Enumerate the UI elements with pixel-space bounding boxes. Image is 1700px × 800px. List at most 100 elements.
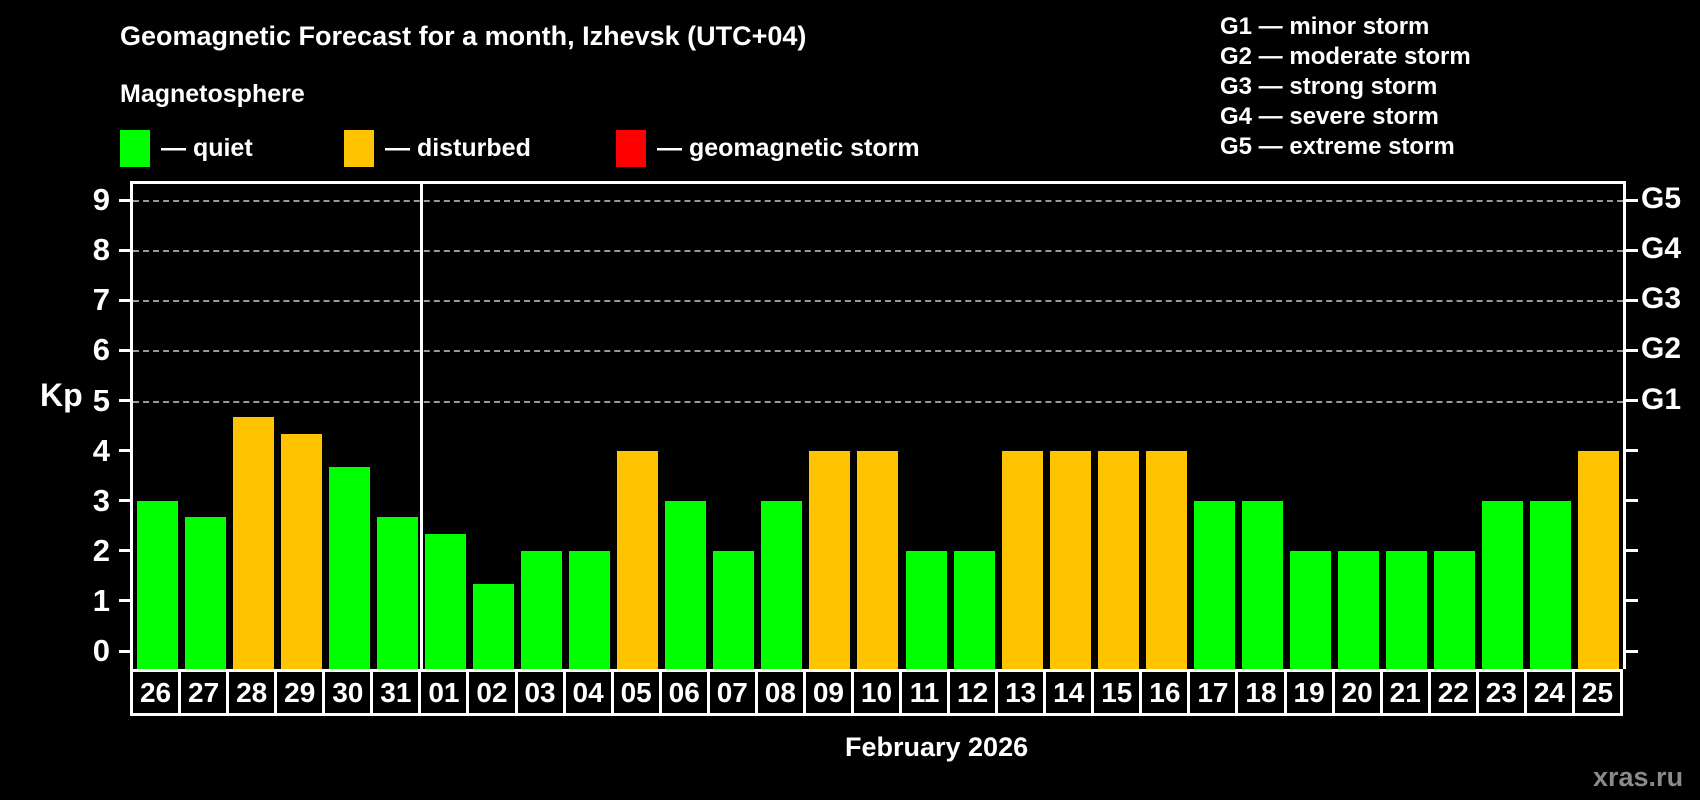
bar-day-05	[617, 450, 659, 669]
bar-day-01	[424, 534, 466, 669]
day-label-29: 29	[274, 669, 326, 716]
bar-day-02	[472, 584, 514, 669]
bar-day-18	[1241, 500, 1283, 669]
legend-label-storm: — geomagnetic storm	[657, 134, 920, 162]
y-tick-right-4	[1624, 449, 1638, 453]
y-tick-label-9: 9	[92, 182, 110, 218]
day-label-04: 04	[562, 669, 614, 716]
disturbed-swatch-icon	[344, 130, 374, 167]
g-axis-label-g4: G4	[1641, 232, 1682, 266]
chart-title: Geomagnetic Forecast for a month, Izhevs…	[120, 21, 807, 51]
bar-day-16	[1145, 450, 1187, 669]
bar-day-21	[1386, 550, 1428, 669]
g-axis-label-g5: G5	[1641, 182, 1682, 216]
y-tick-right-0	[1624, 649, 1638, 653]
legend-item-disturbed: — disturbed	[344, 130, 531, 167]
y-tick-left-9	[119, 198, 133, 202]
y-tick-right-8	[1624, 248, 1638, 252]
bar-day-14	[1049, 450, 1091, 669]
day-label-21: 21	[1379, 669, 1431, 716]
bar-day-10	[857, 450, 899, 669]
y-tick-right-5	[1624, 399, 1638, 402]
bar-day-15	[1097, 450, 1139, 669]
day-label-31: 31	[370, 669, 422, 716]
bar-day-24	[1530, 500, 1572, 669]
day-label-23: 23	[1475, 669, 1527, 716]
bar-day-06	[665, 500, 707, 669]
day-label-02: 02	[466, 669, 518, 716]
y-tick-left-2	[119, 549, 133, 553]
g-axis-label-g2: G2	[1641, 332, 1682, 366]
day-label-09: 09	[802, 669, 854, 716]
x-axis-label: February 2026	[845, 732, 1029, 762]
y-tick-label-8: 8	[92, 232, 110, 268]
y-tick-left-6	[119, 348, 133, 352]
g-legend-line-3: G3 — strong storm	[1220, 73, 1438, 100]
day-label-24: 24	[1523, 669, 1575, 716]
y-tick-right-9	[1624, 198, 1638, 202]
y-tick-label-6: 6	[92, 332, 110, 368]
bar-day-07	[713, 550, 755, 669]
y-tick-right-6	[1624, 348, 1638, 352]
legend-label-disturbed: — disturbed	[385, 134, 531, 162]
g-legend: G1 — minor storm G2 — moderate storm G3 — …	[1220, 12, 1471, 162]
y-tick-left-1	[119, 599, 133, 603]
y-tick-right-2	[1624, 549, 1638, 553]
bar-day-08	[761, 500, 803, 669]
bar-day-27	[184, 517, 226, 669]
day-label-05: 05	[610, 669, 662, 716]
y-tick-label-2: 2	[92, 532, 110, 568]
legend-item-storm: — geomagnetic storm	[616, 130, 920, 167]
gridline-kp8	[133, 250, 1623, 253]
day-label-06: 06	[658, 669, 710, 716]
y-tick-left-8	[119, 248, 133, 252]
gridline-kp5	[133, 400, 1623, 403]
day-label-20: 20	[1331, 669, 1383, 716]
day-label-26: 26	[130, 669, 182, 716]
gridline-kp6	[133, 350, 1623, 353]
y-tick-label-7: 7	[92, 282, 110, 318]
y-tick-right-7	[1624, 298, 1638, 302]
bar-day-26	[136, 500, 178, 669]
day-label-12: 12	[947, 669, 999, 716]
bar-day-03	[521, 550, 563, 669]
g-legend-line-2: G2 — moderate storm	[1220, 43, 1471, 70]
bar-day-04	[569, 550, 611, 669]
y-tick-right-1	[1624, 599, 1638, 603]
plot-area	[130, 181, 1626, 669]
day-label-01: 01	[418, 669, 470, 716]
y-tick-left-0	[119, 649, 133, 653]
y-tick-label-5: 5	[92, 382, 110, 418]
y-tick-label-1: 1	[92, 582, 110, 618]
g-legend-line-1: G1 — minor storm	[1220, 13, 1430, 40]
bar-day-29	[280, 434, 322, 669]
day-label-10: 10	[850, 669, 903, 716]
bar-day-25	[1578, 450, 1620, 669]
day-label-03: 03	[514, 669, 566, 716]
gridline-kp9	[133, 200, 1623, 203]
y-tick-label-4: 4	[92, 432, 110, 468]
g-axis-label-g1: G1	[1641, 382, 1682, 416]
day-label-19: 19	[1283, 669, 1335, 716]
bar-day-20	[1338, 550, 1380, 669]
bar-day-17	[1193, 500, 1235, 669]
bar-day-19	[1290, 550, 1332, 669]
day-label-13: 13	[995, 669, 1047, 716]
day-label-15: 15	[1091, 669, 1143, 716]
day-label-30: 30	[322, 669, 374, 716]
y-tick-right-3	[1624, 499, 1638, 503]
bar-day-28	[232, 417, 274, 669]
day-label-07: 07	[706, 669, 758, 716]
legend-item-quiet: — quiet	[120, 130, 253, 167]
y-tick-label-3: 3	[92, 482, 110, 518]
day-label-16: 16	[1139, 669, 1191, 716]
legend-label-quiet: — quiet	[161, 134, 253, 162]
day-label-11: 11	[899, 669, 951, 716]
bar-day-22	[1434, 550, 1476, 669]
y-tick-left-7	[119, 298, 133, 302]
gridline-kp7	[133, 300, 1623, 303]
y-tick-left-4	[119, 449, 133, 453]
watermark: xras.ru	[1593, 762, 1684, 792]
day-label-27: 27	[178, 669, 230, 716]
